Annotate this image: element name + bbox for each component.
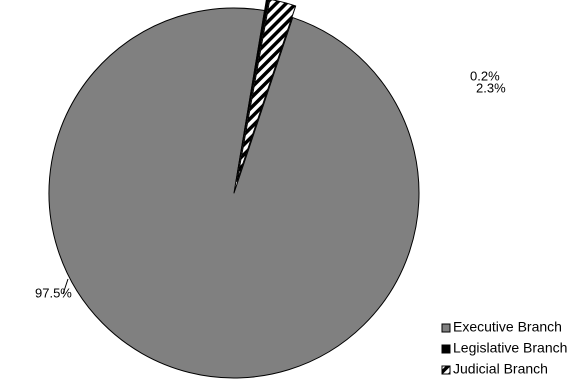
pie-slice-legislative-branch xyxy=(235,0,270,182)
slice-labels: 97.5% 0.2%2.3% xyxy=(35,68,506,300)
pie-slice-executive-branch xyxy=(48,7,420,379)
legend-label-executive-branch: Executive Branch xyxy=(453,319,562,335)
pie-slice-judicial-branch xyxy=(236,0,297,182)
legend: Executive Branch Legislative Branch Judici… xyxy=(441,319,567,377)
legend-label-judicial-branch: Judicial Branch xyxy=(453,361,548,377)
legend-item-executive-branch: Executive Branch xyxy=(441,319,562,335)
pie-slices xyxy=(48,0,420,379)
slice-value-label-judicial-branch: 2.3% xyxy=(476,80,506,95)
legend-swatch-legislative-branch xyxy=(441,344,451,354)
legend-swatch-executive-branch xyxy=(441,323,451,333)
legend-label-legislative-branch: Legislative Branch xyxy=(453,340,567,356)
slice-value-label-legislative-branch: 0.2% xyxy=(470,68,500,83)
slice-value-label-executive-branch: 97.5% xyxy=(35,285,72,300)
leader-line-executive-branch xyxy=(62,278,69,295)
legend-swatch-judicial-branch xyxy=(441,365,451,375)
legend-item-legislative-branch: Legislative Branch xyxy=(441,340,567,356)
legend-item-judicial-branch: Judicial Branch xyxy=(441,361,548,377)
